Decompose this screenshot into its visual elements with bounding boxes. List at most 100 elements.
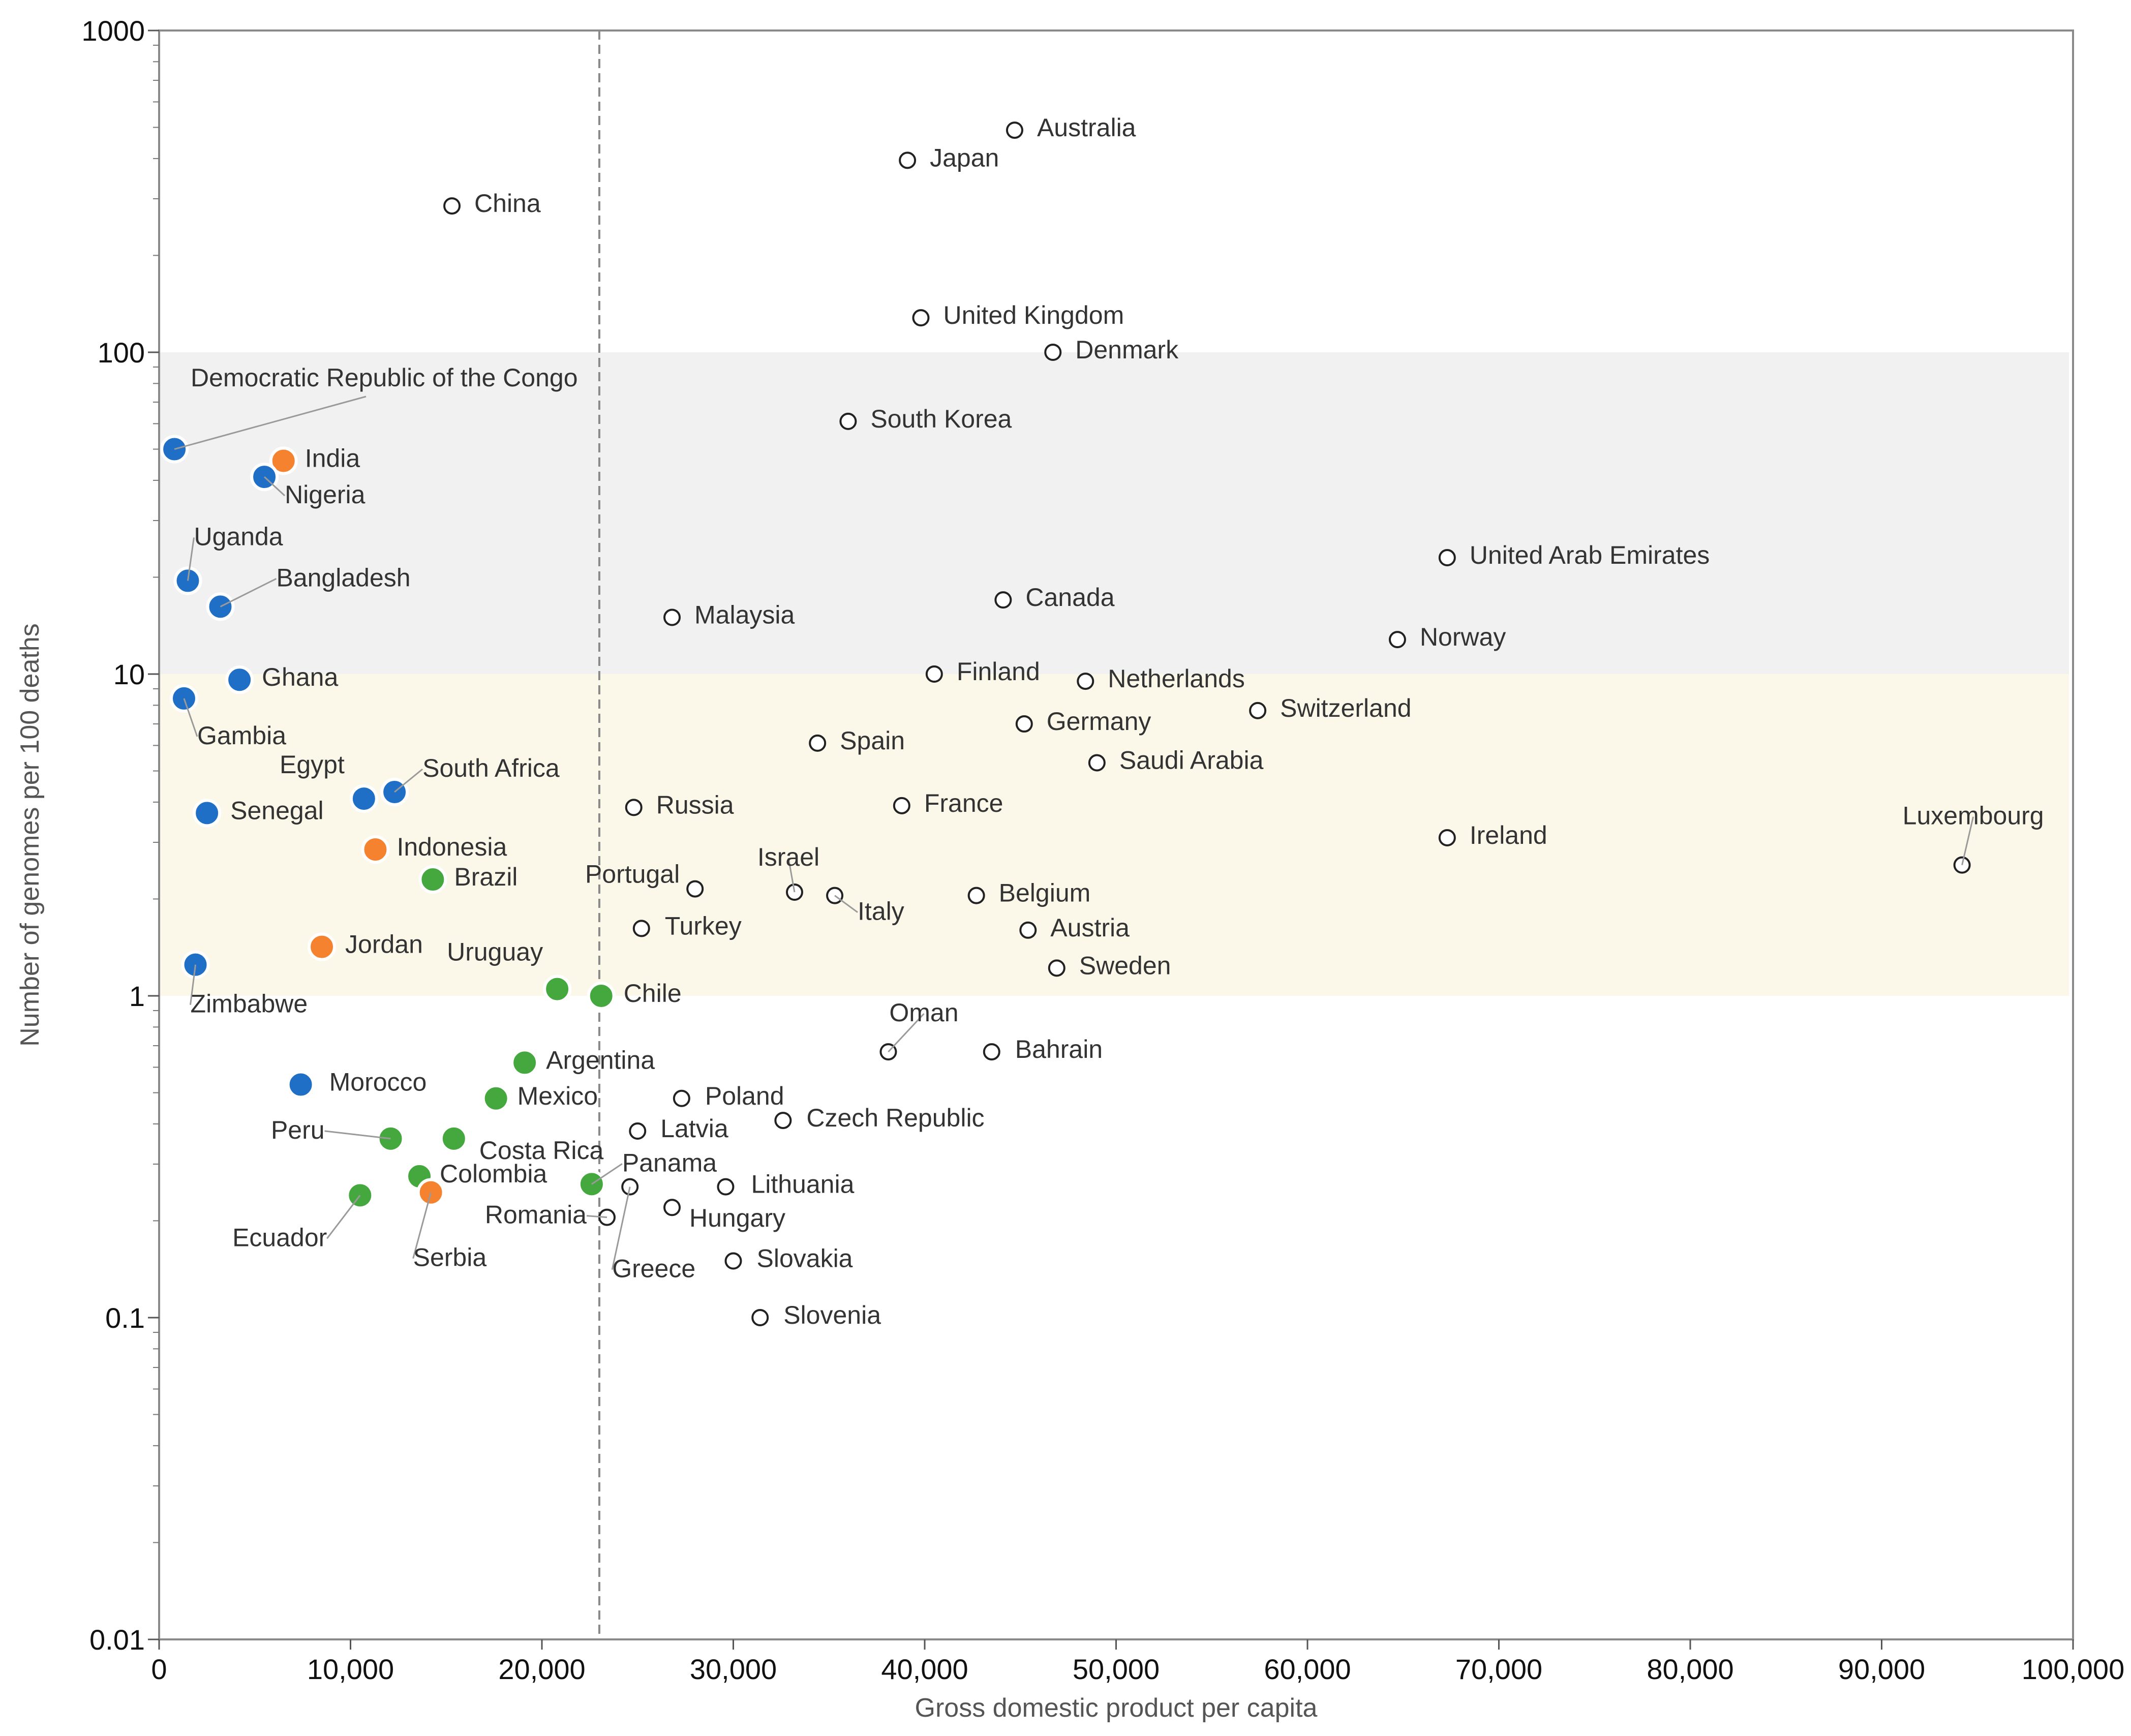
point-label-malaysia: Malaysia (694, 601, 795, 629)
point-label-israel: Israel (757, 843, 819, 871)
point-label-ghana: Ghana (262, 663, 338, 691)
x-tick-label: 30,000 (690, 1653, 777, 1685)
point-label-poland: Poland (705, 1082, 784, 1110)
point-label-mexico: Mexico (517, 1082, 598, 1110)
leader-line (888, 1013, 925, 1053)
leader-line (264, 476, 286, 497)
point-label-switzerland: Switzerland (1280, 694, 1411, 722)
y-tick-label: 100 (98, 337, 145, 369)
point-label-australia: Australia (1037, 113, 1136, 142)
point-hungary (663, 1199, 681, 1216)
point-norway (1388, 631, 1406, 649)
x-tick-label: 40,000 (881, 1653, 968, 1685)
point-label-italy: Italy (858, 897, 904, 926)
point-label-bangladesh: Bangladesh (276, 563, 410, 592)
point-label-egypt: Egypt (280, 750, 345, 779)
point-morocco (286, 1070, 315, 1099)
point-label-slovenia: Slovenia (783, 1301, 881, 1329)
leader-line (834, 895, 858, 913)
point-label-united-kingdom: United Kingdom (943, 301, 1124, 329)
point-ghana (225, 665, 254, 694)
leader-line (611, 1186, 631, 1270)
leader-line (591, 1163, 623, 1185)
point-turkey (632, 920, 650, 937)
point-canada (994, 591, 1012, 609)
x-tick-label: 90,000 (1838, 1653, 1925, 1685)
y-tick-label: 10 (113, 658, 145, 690)
point-uruguay (543, 974, 572, 1003)
x-tick-label: 20,000 (498, 1653, 585, 1685)
point-germany (1015, 715, 1033, 733)
point-label-chile: Chile (624, 979, 682, 1008)
leader-line (190, 964, 197, 1005)
point-label-russia: Russia (656, 790, 734, 819)
point-label-senegal: Senegal (230, 796, 324, 825)
point-china (443, 197, 461, 215)
point-malaysia (663, 608, 681, 626)
y-tick-label: 0.01 (89, 1624, 145, 1656)
point-label-latvia: Latvia (660, 1114, 728, 1143)
point-label-united-arab-emirates: United Arab Emirates (1470, 541, 1710, 569)
leader-line (324, 1130, 391, 1140)
point-label-portugal: Portugal (585, 860, 680, 889)
point-label-slovakia: Slovakia (757, 1244, 853, 1273)
point-label-panama: Panama (622, 1148, 717, 1177)
point-label-spain: Spain (840, 726, 905, 755)
point-argentina (510, 1048, 539, 1077)
point-indonesia (361, 835, 390, 864)
point-label-greece: Greece (612, 1255, 695, 1283)
point-label-morocco: Morocco (329, 1068, 427, 1097)
point-label-lithuania: Lithuania (751, 1170, 854, 1199)
point-label-colombia: Colombia (440, 1160, 547, 1188)
x-tick-label: 60,000 (1264, 1653, 1351, 1685)
point-label-norway: Norway (1420, 623, 1506, 651)
leader-line (220, 578, 277, 607)
point-denmark (1044, 344, 1062, 361)
point-label-romania: Romania (485, 1201, 587, 1229)
point-label-china: China (474, 189, 541, 218)
point-finland (925, 665, 943, 683)
point-label-luxembourg: Luxembourg (1903, 802, 2044, 830)
x-tick-label: 0 (151, 1653, 167, 1685)
point-label-peru: Peru (271, 1116, 325, 1144)
point-label-finland: Finland (957, 657, 1040, 686)
point-mexico (481, 1084, 510, 1113)
point-label-ireland: Ireland (1470, 821, 1547, 849)
point-lithuania (717, 1178, 735, 1196)
leader-line (326, 1195, 361, 1239)
point-russia (625, 799, 643, 816)
point-label-ecuador: Ecuador (232, 1223, 327, 1252)
point-label-serbia: Serbia (413, 1243, 487, 1272)
point-label-india: India (305, 444, 360, 472)
point-slovenia (751, 1309, 769, 1326)
x-axis-title: Gross domestic product per capita (915, 1693, 1318, 1723)
point-label-germany: Germany (1047, 707, 1151, 736)
point-egypt (349, 784, 378, 813)
point-japan (899, 151, 917, 169)
point-united-arab-emirates (1438, 549, 1456, 567)
band-10-to-100 (159, 352, 2069, 674)
point-netherlands (1077, 673, 1094, 690)
leader-line (174, 395, 367, 450)
point-czech-republic (774, 1112, 792, 1130)
point-slovakia (724, 1252, 742, 1270)
point-jordan (308, 932, 337, 961)
point-south-korea (839, 412, 857, 430)
x-tick-label: 10,000 (307, 1653, 394, 1685)
point-label-brazil: Brazil (454, 863, 517, 891)
point-label-nigeria: Nigeria (285, 480, 366, 509)
point-sweden (1048, 959, 1066, 977)
point-united-kingdom (912, 309, 930, 327)
point-austria (1019, 921, 1037, 939)
point-label-belgium: Belgium (999, 879, 1091, 907)
point-brazil (418, 865, 447, 894)
band-1-to-10 (159, 674, 2069, 996)
point-label-japan: Japan (930, 143, 999, 172)
point-label-france: France (924, 789, 1003, 817)
point-label-sweden: Sweden (1079, 951, 1171, 980)
point-label-democratic-republic-of-the-congo: Democratic Republic of the Congo (191, 363, 578, 392)
point-label-oman: Oman (889, 998, 958, 1027)
point-label-saudi-arabia: Saudi Arabia (1119, 746, 1264, 775)
